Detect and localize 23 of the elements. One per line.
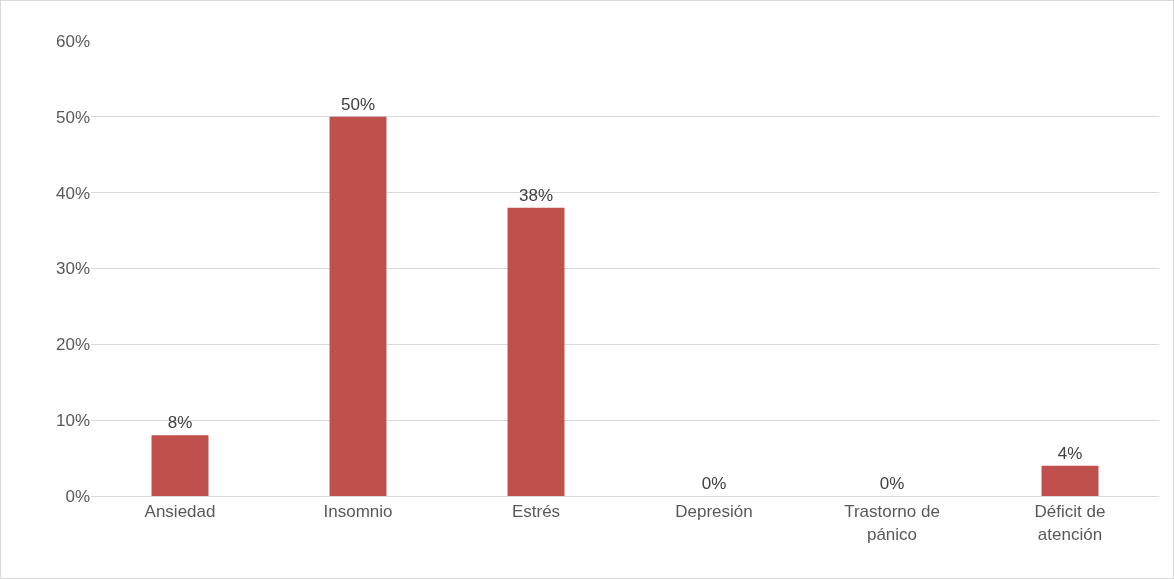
data-label: 4% [1057,443,1083,463]
y-tick-label: 10% [55,411,90,431]
data-label: 38% [518,185,554,205]
x-tick-label: Trastorno de pánico [844,502,940,544]
y-tick-label: 0% [65,486,90,506]
bar [1041,465,1099,496]
y-tick-label: 50% [55,107,90,127]
data-label: 0% [701,474,727,493]
x-tick-label: Ansiedad [144,502,216,522]
y-tick-label: 60% [55,31,90,51]
y-tick-label: 20% [55,335,90,355]
x-tick-label: Insomnio [323,502,393,522]
bar [329,116,387,496]
data-label: 50% [340,94,376,114]
x-tick-label: Estrés [511,502,561,522]
bar [507,207,565,496]
y-tick-label: 40% [55,183,90,203]
x-tick-label: Depresión [675,502,753,522]
x-tick-label: Déficit de atención [1034,502,1106,544]
y-tick-label: 30% [55,259,90,279]
bar [151,435,209,496]
data-label: 0% [879,474,905,493]
data-label: 8% [167,413,193,433]
